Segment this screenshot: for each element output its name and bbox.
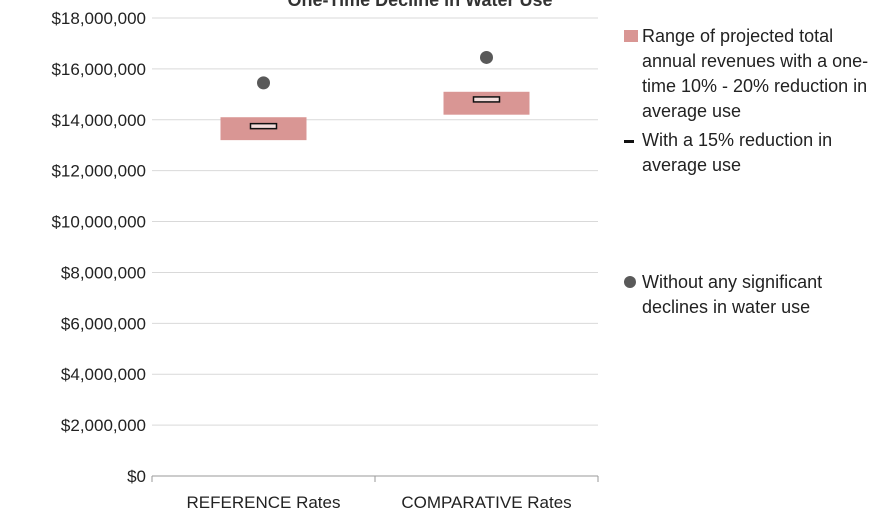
x-axis: REFERENCE Rates COMPARATIVE Rates	[152, 476, 598, 512]
y-tick-label: $2,000,000	[61, 416, 146, 435]
y-tick-label: $12,000,000	[51, 162, 146, 181]
y-tick-label: $4,000,000	[61, 365, 146, 384]
legend: Range of projected total annual revenues…	[620, 24, 870, 324]
chart-title: One-Time Decline in Water Use	[287, 0, 552, 10]
reduction-15-marker	[474, 97, 500, 102]
y-tick-label: $8,000,000	[61, 263, 146, 282]
y-tick-label: $16,000,000	[51, 60, 146, 79]
y-tick-label: $14,000,000	[51, 111, 146, 130]
y-axis: $0 $2,000,000 $4,000,000 $6,000,000 $8,000,0…	[51, 9, 146, 486]
legend-15pct-label: With a 15% reduction in average use	[642, 130, 832, 175]
legend-range-swatch	[624, 30, 638, 42]
x-category-label: REFERENCE Rates	[187, 493, 341, 512]
no-decline-point	[480, 51, 493, 64]
legend-no-decline-label: Without any significant declines in wate…	[642, 272, 822, 317]
y-tick-label: $18,000,000	[51, 9, 146, 28]
legend-item-no-decline: Without any significant declines in wate…	[620, 270, 870, 320]
legend-dot-swatch	[624, 276, 636, 288]
y-tick-label: $10,000,000	[51, 213, 146, 232]
y-tick-label: $6,000,000	[61, 314, 146, 333]
reduction-15-marker	[251, 124, 277, 129]
grid-lines	[152, 18, 598, 476]
plot-area	[221, 51, 530, 140]
range-bar	[444, 92, 530, 115]
no-decline-point	[257, 76, 270, 89]
x-category-label: COMPARATIVE Rates	[401, 493, 571, 512]
legend-range-label: Range of projected total annual revenues…	[642, 26, 868, 121]
y-tick-label: $0	[127, 467, 146, 486]
legend-item-range: Range of projected total annual revenues…	[620, 24, 870, 124]
legend-dash-swatch	[624, 140, 634, 143]
legend-item-15pct: With a 15% reduction in average use	[620, 128, 870, 178]
